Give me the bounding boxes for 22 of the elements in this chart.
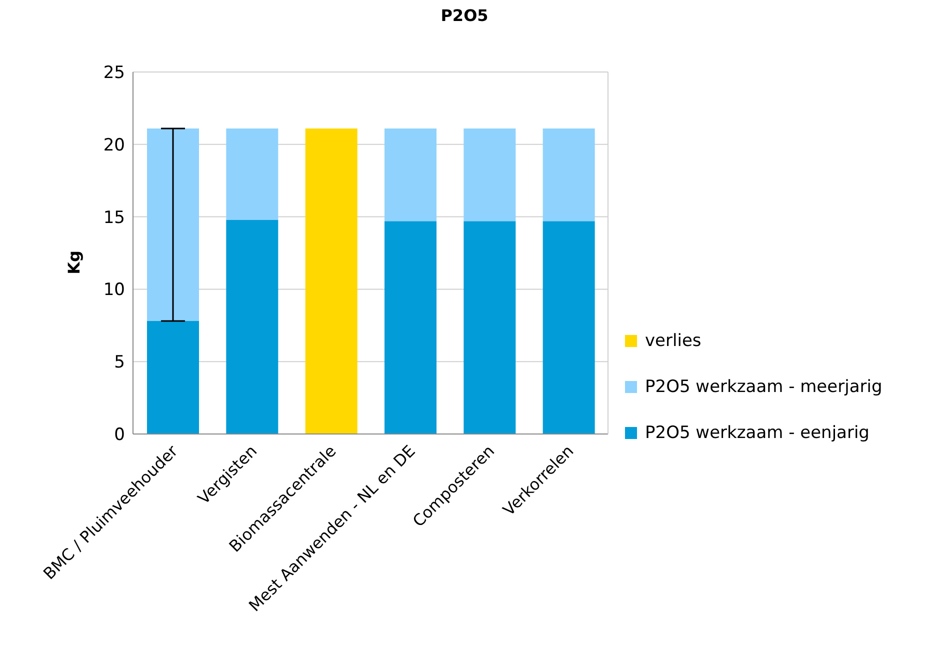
- y-tick-label: 15: [103, 208, 125, 228]
- y-tick-label: 0: [114, 425, 125, 446]
- bar: [147, 321, 199, 434]
- bar: [542, 221, 595, 434]
- legend-label: P2O5 werkzaam - meerjarig: [645, 377, 882, 397]
- y-tick-label: 5: [114, 352, 125, 373]
- y-tick-label: 20: [103, 135, 125, 156]
- bar: [226, 220, 278, 434]
- bar: [542, 128, 595, 222]
- y-tick-label: 10: [103, 280, 125, 300]
- bar: [384, 128, 436, 222]
- bar: [464, 221, 516, 434]
- chart-title: P2O5: [440, 6, 490, 25]
- y-tick-label: 25: [103, 63, 125, 84]
- bar: [147, 128, 199, 322]
- bar: [384, 221, 436, 434]
- legend-label: P2O5 werkzaam - eenjarig: [645, 423, 870, 443]
- bar: [305, 128, 358, 434]
- bar: [464, 128, 516, 222]
- legend-label: verlies: [645, 331, 702, 351]
- bar: [226, 128, 278, 220]
- y-axis-title: Kg: [64, 250, 84, 274]
